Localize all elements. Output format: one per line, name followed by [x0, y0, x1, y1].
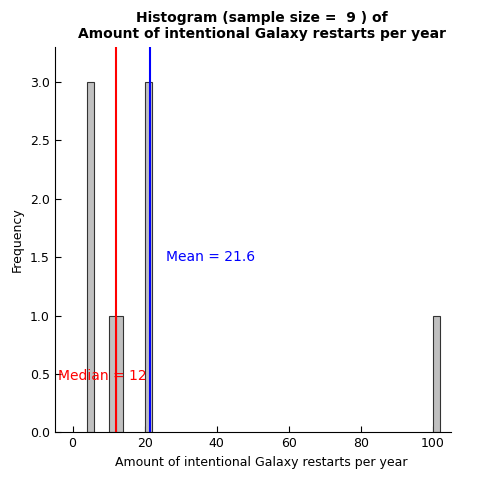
Bar	[116, 315, 123, 432]
Bar	[108, 315, 116, 432]
Y-axis label: Frequency: Frequency	[11, 207, 24, 272]
Title: Histogram (sample size =  9 ) of
Amount of intentional Galaxy restarts per year: Histogram (sample size = 9 ) of Amount o…	[78, 11, 446, 41]
Bar	[87, 82, 94, 432]
Bar	[433, 315, 440, 432]
Text: Mean = 21.6: Mean = 21.6	[166, 250, 255, 264]
Bar	[144, 82, 152, 432]
X-axis label: Amount of intentional Galaxy restarts per year: Amount of intentional Galaxy restarts pe…	[116, 456, 408, 469]
Text: Median = 12: Median = 12	[58, 369, 147, 384]
